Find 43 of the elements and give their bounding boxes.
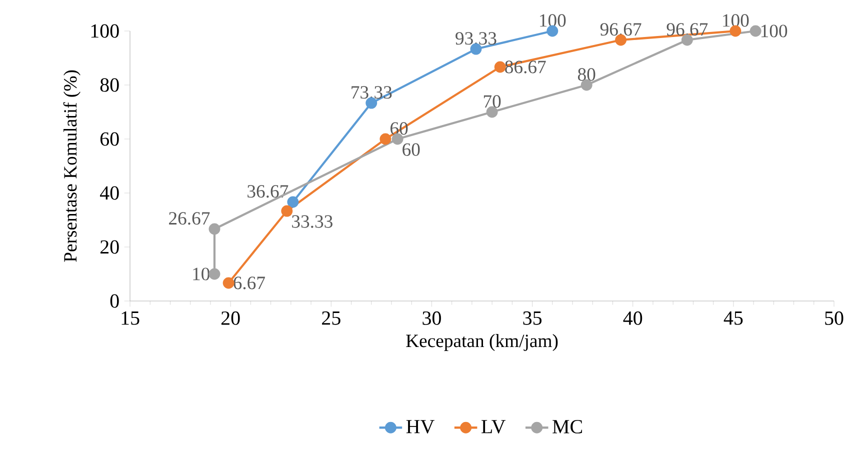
data-label: 33.33: [292, 215, 332, 228]
point: [281, 205, 293, 217]
point: [222, 277, 234, 289]
data-label: 10: [193, 268, 210, 280]
data-label: 60: [402, 143, 420, 156]
x-tick-label: 35: [523, 311, 542, 325]
y-tick-label: 80: [100, 78, 119, 92]
y-tick-label: 100: [91, 24, 119, 38]
x-tick-label: 30: [422, 311, 441, 325]
data-label: 100: [723, 14, 749, 27]
data-label: 100: [540, 14, 566, 27]
y-tick-label: 40: [100, 186, 119, 200]
point: [750, 25, 762, 37]
data-label: 100: [761, 24, 788, 38]
data-label: 93.33: [456, 32, 496, 45]
point: [208, 223, 220, 235]
legend-label: MC: [552, 420, 582, 434]
data-label: 80: [578, 68, 596, 81]
x-tick-label: 25: [322, 311, 340, 325]
x-axis-title: Kecepatan (km/jam): [406, 334, 558, 351]
x-tick-label: 15: [122, 311, 140, 325]
point: [494, 61, 506, 73]
x-tick-label: 50: [825, 311, 844, 325]
point: [287, 196, 299, 208]
y-tick-label: 0: [110, 294, 119, 308]
y-tick-label: 60: [100, 132, 119, 146]
data-label: 70: [484, 95, 501, 108]
y-axis-title: Persentase Komulatif (%): [63, 70, 80, 262]
legend-label: HV: [406, 420, 434, 434]
x-tick-label: 20: [221, 311, 240, 325]
data-label: 86.67: [505, 60, 546, 74]
point: [380, 133, 392, 145]
data-label: 26.67: [169, 212, 210, 225]
x-tick-label: 40: [623, 311, 642, 325]
y-tick-label: 20: [100, 240, 119, 254]
data-label: 6.67: [234, 276, 265, 290]
data-label: 96.67: [600, 23, 642, 36]
data-label: 96.67: [666, 23, 708, 36]
legend-label: LV: [482, 420, 506, 434]
data-label: 73.33: [352, 86, 392, 99]
data-label: 36.67: [248, 185, 288, 198]
point: [208, 268, 220, 280]
x-tick-label: 45: [724, 311, 743, 325]
